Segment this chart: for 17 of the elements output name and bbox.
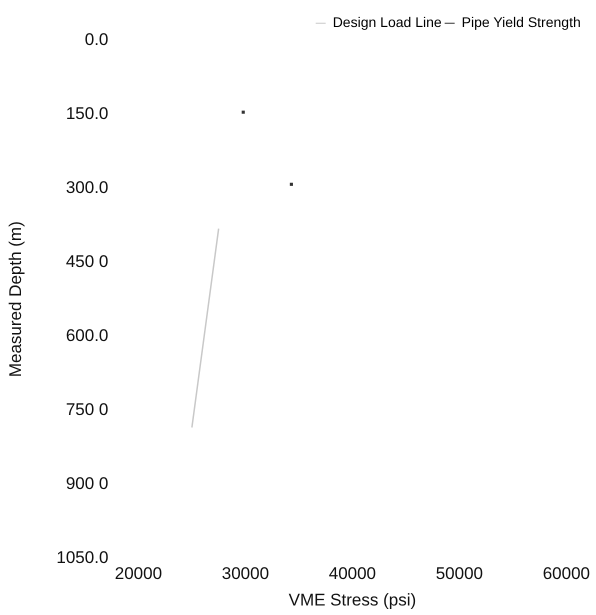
- x-tick-label: 60000: [542, 564, 590, 584]
- x-axis-title: VME Stress (psi): [288, 590, 416, 610]
- y-tick-label: 300.0: [66, 178, 108, 197]
- y-tick-label: 600.0: [66, 326, 108, 345]
- y-tick-label: 900 0: [66, 474, 108, 493]
- y-tick-label: 0.0: [84, 30, 108, 49]
- x-tick-label: 30000: [222, 564, 270, 584]
- y-tick-label: 450 0: [66, 252, 108, 271]
- y-tick-label: 1050.0: [56, 548, 108, 567]
- y-tick-label: 150.0: [66, 104, 108, 123]
- x-tick-label: 40000: [328, 564, 376, 584]
- legend-label: Pipe Yield Strength: [462, 14, 581, 30]
- legend-label: Design Load Line: [332, 14, 442, 30]
- x-tick-label: 20000: [114, 564, 162, 584]
- y-axis-title: Measured Depth (m): [6, 221, 25, 378]
- x-tick-label: 50000: [436, 564, 484, 584]
- y-tick-label: 750 0: [66, 400, 108, 419]
